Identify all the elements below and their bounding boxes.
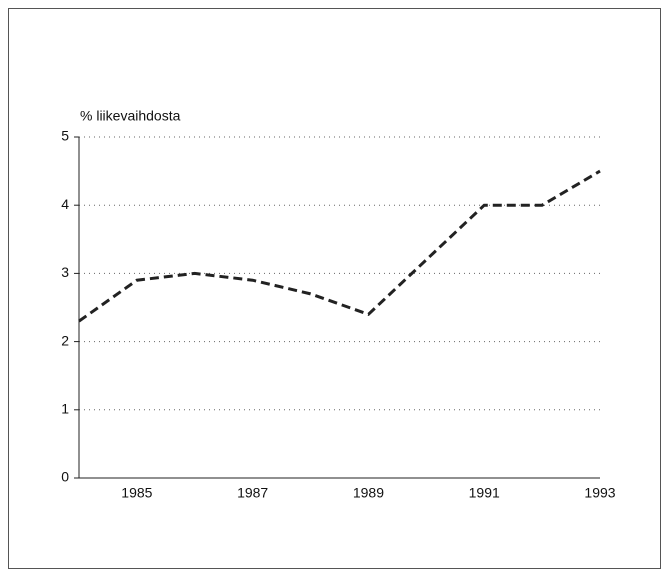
y-tick-label: 5 [61,128,69,144]
x-tick-label: 1987 [237,485,268,501]
y-tick-label: 0 [61,469,69,485]
frame [8,8,661,569]
y-tick-label: 1 [61,401,69,417]
y-tick-label: 4 [61,196,69,212]
y-tick-label: 2 [61,332,69,348]
y-axis-label: % liikevaihdosta [80,108,181,124]
x-tick-label: 1985 [121,485,152,501]
y-tick-label: 3 [61,264,69,280]
line [78,169,601,323]
x-tick-label: 1991 [469,485,500,501]
x-tick-label: 1993 [584,485,615,501]
x-tick-label: 1989 [353,485,384,501]
